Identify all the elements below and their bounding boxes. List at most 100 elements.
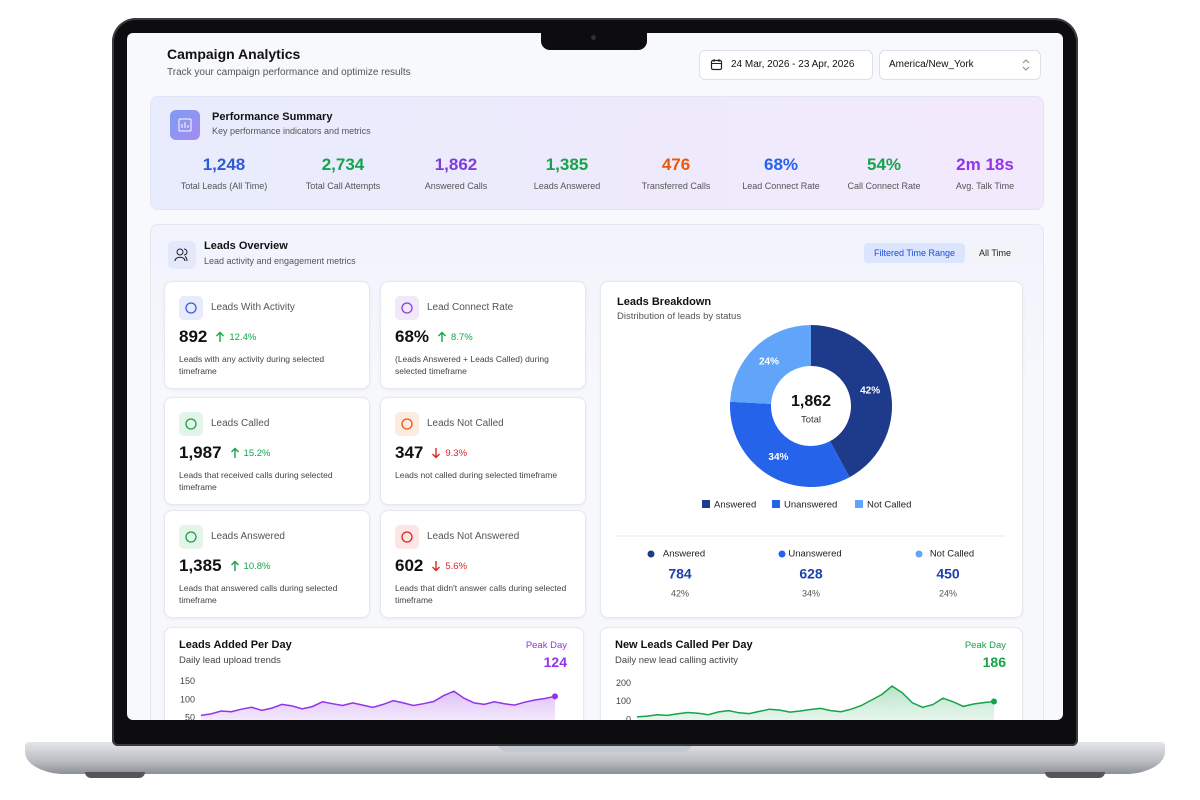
icon-glyph [401, 302, 413, 314]
stat-value: 628 [799, 566, 823, 582]
legend-label: Unanswered [784, 500, 837, 511]
icon-bg [179, 296, 203, 320]
screen: Campaign Analytics Track your campaign p… [127, 33, 1063, 720]
users-icon [174, 248, 188, 262]
card-change: 9.3% [445, 448, 468, 459]
card-icon [179, 412, 203, 436]
card-icon [395, 296, 419, 320]
legend-label: Not Called [867, 500, 911, 511]
metric-card: Leads Answered 1,385 10.8% Leads that answe… [164, 510, 370, 618]
legend-swatch [855, 500, 863, 508]
summary-icon [170, 110, 200, 140]
stat-value: 784 [668, 566, 692, 582]
daily-chart-panel: Leads Added Per Day Daily lead upload tre… [164, 627, 584, 720]
card-icon [179, 296, 203, 320]
metric-label: Total Leads (All Time) [180, 181, 268, 191]
card-value: 68% [395, 327, 430, 346]
donut-total-label: Total [801, 415, 821, 426]
metric-value: 1,862 [434, 155, 478, 174]
card-description: (Leads Answered + Leads Called) during s… [395, 354, 549, 376]
card-title: Leads Not Answered [427, 531, 520, 542]
trend-arrow [216, 331, 225, 342]
laptop-foot [1045, 772, 1105, 778]
card-icon [179, 525, 203, 549]
metric-card: Leads Called 1,987 15.2% Leads that receive… [164, 397, 370, 505]
page-title: Campaign Analytics [167, 46, 301, 62]
peak-label: Peak Day [525, 640, 567, 651]
metric-card: Leads Not Called 347 9.3% Leads not called … [380, 397, 586, 505]
metric-card: Leads With Activity 892 12.4% Leads with an… [164, 281, 370, 389]
icon-bg [179, 412, 203, 436]
card-title: Leads Answered [211, 531, 285, 542]
icon-bg [179, 525, 203, 549]
icon-glyph [185, 418, 197, 430]
segment-label: 24% [759, 356, 779, 367]
line [200, 690, 556, 717]
metric-label: Leads Answered [533, 181, 601, 191]
calendar-icon [710, 59, 723, 71]
timezone-select[interactable]: America/New_York [879, 50, 1041, 80]
chart-icon [178, 118, 192, 132]
stat-dot [647, 550, 655, 558]
camera [591, 35, 596, 40]
chart-title: New Leads Called Per Day [615, 639, 753, 651]
metric-value: 2m 18s [956, 155, 1014, 174]
metric-value: 1,385 [545, 155, 589, 174]
card-value: 347 [395, 443, 424, 462]
arrow [230, 560, 239, 571]
stat-percent: 34% [802, 588, 820, 598]
select-chevron [1022, 59, 1030, 71]
peak-label: Peak Day [964, 640, 1006, 651]
summary-subtitle: Key performance indicators and metrics [212, 126, 371, 136]
metric-value: 68% [763, 155, 799, 174]
trend-arrow [432, 448, 441, 459]
card-value: 1,385 [179, 556, 222, 575]
card-value: 1,987 [179, 443, 222, 462]
stat-percent: 24% [939, 588, 957, 598]
tab[interactable]: All Time [970, 243, 1020, 263]
donut-total: 1,862 [791, 393, 831, 410]
stat-name: Not Called [930, 549, 974, 560]
icon-bg [395, 296, 419, 320]
summary-title: Performance Summary [212, 111, 333, 123]
metric-card: Lead Connect Rate 68% 8.7% (Leads Answered … [380, 281, 586, 389]
card-change: 10.8% [243, 561, 271, 572]
card-value: 602 [395, 556, 424, 575]
card-change: 5.6% [445, 561, 468, 572]
overview-icon [168, 241, 196, 269]
camera-notch [541, 30, 647, 50]
card-title: Leads Called [211, 418, 270, 429]
end-dot [991, 698, 997, 705]
sparkline: 150 100 50 [180, 676, 558, 720]
y-tick-label: 100 [180, 694, 195, 704]
metric-value: 54% [866, 155, 902, 174]
segment-label: 34% [768, 452, 788, 463]
card-title: Lead Connect Rate [427, 302, 514, 313]
breakdown-subtitle: Distribution of leads by status [617, 311, 742, 322]
y-tick-label: 50 [185, 713, 195, 720]
y-tick-label: 150 [180, 676, 195, 686]
metric-label: Total Call Attempts [305, 181, 381, 191]
trend-arrow [438, 331, 447, 342]
card-icon [395, 412, 419, 436]
legend-label: Answered [714, 500, 756, 511]
stat-dot [915, 550, 923, 558]
card-change: 12.4% [229, 332, 257, 343]
metric-value: 2,734 [321, 155, 365, 174]
tab[interactable]: Filtered Time Range [864, 243, 965, 263]
metric-label: Avg. Talk Time [955, 181, 1015, 191]
end-dot [552, 693, 558, 700]
metric-label: Transferred Calls [641, 181, 711, 191]
laptop-foot [85, 772, 145, 778]
segment-label: 42% [860, 386, 880, 397]
trend-arrow [432, 561, 441, 572]
card-description: Leads that answered calls during selecte… [179, 583, 338, 605]
overview-subtitle: Lead activity and engagement metrics [204, 256, 356, 266]
metric-label: Answered Calls [424, 181, 488, 191]
y-tick-label: 0 [626, 715, 631, 720]
icon-bg [395, 525, 419, 549]
date-range: 24 Mar, 2026 - 23 Apr, 2026 [731, 59, 855, 70]
icon-glyph [185, 531, 197, 543]
date-range-button[interactable]: 24 Mar, 2026 - 23 Apr, 2026 [699, 50, 873, 80]
